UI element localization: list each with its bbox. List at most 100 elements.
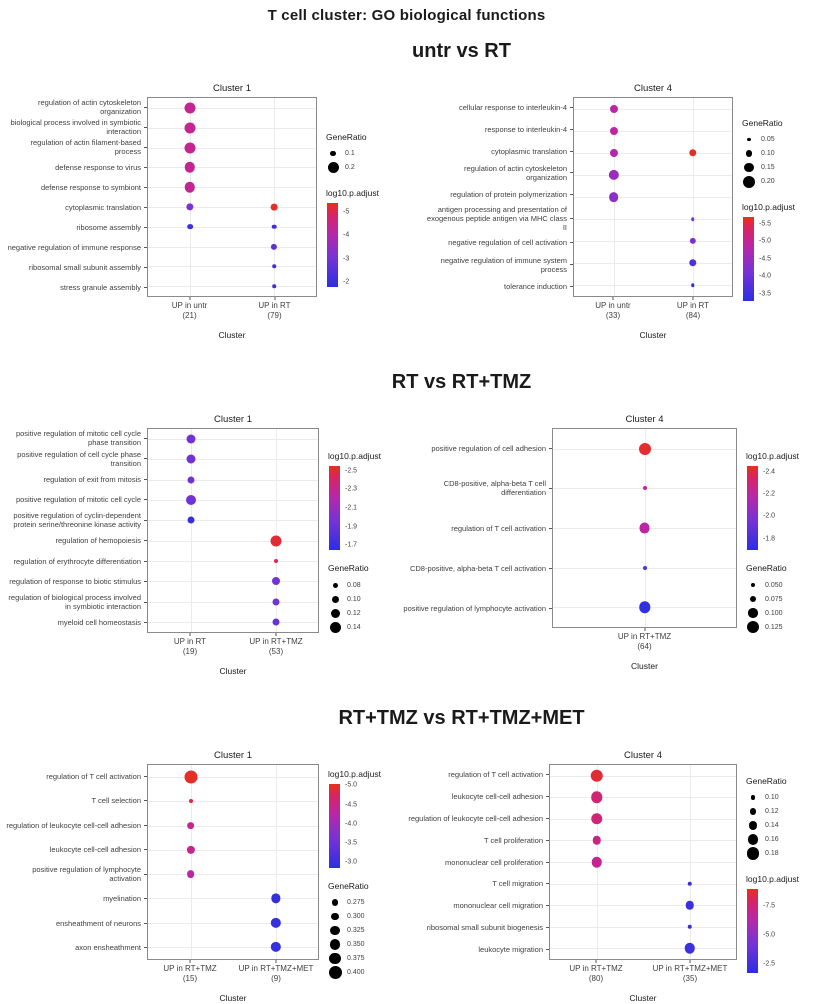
data-point <box>272 284 276 288</box>
y-axis-tick <box>570 285 573 287</box>
data-point <box>187 223 193 230</box>
size-legend: GeneRatio 0.050 0.075 0.100 0.125 <box>746 563 813 634</box>
size-legend-swatch <box>328 966 342 979</box>
size-legend-entry: 0.08 <box>328 578 397 592</box>
y-axis-label: negative regulation of immune response <box>2 237 147 257</box>
y-axis-label: cytoplasmic translation <box>2 197 147 217</box>
size-legend-value: 0.05 <box>761 136 775 143</box>
x-axis-tick <box>189 297 190 300</box>
y-axis-label: mononuclear cell migration <box>397 895 549 917</box>
size-legend-entry: 0.275 <box>328 896 397 910</box>
color-legend-tick: -2.2 <box>763 490 776 498</box>
plot-area <box>549 764 737 960</box>
gridline <box>148 206 316 208</box>
gridline <box>148 946 318 948</box>
dotplot-panel: Cluster 1 regulation of actin cytoskeleto… <box>2 77 395 341</box>
sections-container: untr vs RT Cluster 1 regulation of actin c… <box>0 40 813 1004</box>
y-axis-label: positive regulation of lymphocyte activa… <box>2 862 147 887</box>
color-legend-tick: -5.5 <box>759 220 772 227</box>
y-axis-tick <box>144 437 147 439</box>
y-axis-label: regulation of actin cytoskeleton organiz… <box>2 97 147 117</box>
y-axis-tick <box>144 478 147 480</box>
size-legend-dot <box>330 150 336 157</box>
x-axis-tick <box>275 633 277 636</box>
size-legend-value: 0.125 <box>765 623 783 631</box>
y-axis-tick <box>144 922 147 924</box>
size-legend-entry: 0.100 <box>746 606 813 620</box>
y-axis-tick <box>144 898 147 900</box>
data-point <box>184 122 196 134</box>
gridline <box>574 197 732 198</box>
y-axis-tick <box>546 905 549 907</box>
y-axis-label: regulation of actin cytoskeleton organiz… <box>418 162 573 184</box>
gridline <box>190 765 192 959</box>
gridline <box>148 167 316 169</box>
data-point <box>688 149 697 157</box>
y-axis-tick <box>144 581 147 583</box>
gridline <box>550 926 736 928</box>
color-legend-tick: -7.5 <box>763 902 776 910</box>
gridline <box>148 127 316 129</box>
x-axis-tick <box>189 960 191 963</box>
size-legend-entry: 0.2 <box>326 161 395 175</box>
size-legend-swatch <box>328 952 342 965</box>
gridline <box>550 797 736 799</box>
y-axis-label-text: regulation of T cell activation <box>46 771 141 781</box>
size-legend-swatch <box>746 821 760 830</box>
y-axis-label-text: myeloid cell homeostasis <box>57 618 141 628</box>
gridline <box>550 840 736 842</box>
y-axis-label: leukocyte cell-cell adhesion <box>2 838 147 863</box>
gridline <box>574 219 732 220</box>
plot-area <box>147 764 319 960</box>
size-legend-entry: 0.10 <box>328 592 397 606</box>
y-axis-label-text: regulation of T cell activation <box>451 523 546 533</box>
gridline <box>550 818 736 820</box>
size-legend-value: 0.10 <box>761 150 775 157</box>
x-axis-tick-label-count: (53) <box>268 647 284 656</box>
data-point <box>186 434 195 444</box>
data-point <box>186 821 195 830</box>
x-axis-tick-label-name: UP in RT+TMZ+MET <box>652 964 728 973</box>
color-legend-tick: -5.0 <box>345 781 358 789</box>
y-axis-label: cytoplasmic translation <box>418 140 573 162</box>
gridline <box>574 241 732 242</box>
color-legend-tick: -2.0 <box>763 512 776 520</box>
gridline <box>148 825 318 827</box>
gridline <box>148 601 318 603</box>
size-legend-swatch <box>746 595 760 603</box>
y-axis-tick <box>144 873 147 875</box>
section-title: untr vs RT <box>412 40 511 62</box>
x-axis-tick-label-name: UP in RT <box>173 637 207 646</box>
gridline <box>148 286 316 288</box>
color-legend-bar-wrap: -5 -4 -3 -2 <box>327 202 395 287</box>
color-legend-title: log10.p.adjust <box>746 451 799 461</box>
y-axis-label-text: mononuclear cell proliferation <box>445 857 543 867</box>
color-legend: log10.p.adjust -2.5 -2.3 -2.1 -1.9 -1.7 <box>328 451 397 550</box>
y-axis-label-text: leukocyte cell-cell adhesion <box>451 792 543 802</box>
size-legend-swatch <box>328 582 342 588</box>
size-legend-dot <box>747 834 759 845</box>
section-title: RT+TMZ vs RT+TMZ+MET <box>338 707 585 729</box>
y-axis-tick <box>144 226 147 228</box>
y-axis-tick <box>144 849 147 851</box>
size-legend-entry: 0.300 <box>328 910 397 924</box>
data-point <box>270 243 278 250</box>
size-legend-swatch <box>328 899 342 906</box>
gridline <box>148 187 316 189</box>
y-axis-label-text: positive regulation of mitotic cell cycl… <box>15 495 141 505</box>
legend: log10.p.adjust -2.5 -2.3 -2.1 -1.9 -1.7 GeneRa… <box>319 451 397 634</box>
panel-title: Cluster 1 <box>213 750 252 761</box>
data-point <box>690 217 695 221</box>
y-axis-label: axon ensheathment <box>2 936 147 961</box>
size-legend-dot <box>330 925 340 935</box>
data-point <box>270 917 281 928</box>
y-axis-tick <box>144 106 147 108</box>
y-axis-label: leukocyte migration <box>397 938 549 960</box>
data-point <box>609 126 618 135</box>
gridline <box>148 107 316 109</box>
color-legend-bar <box>329 783 340 868</box>
y-axis-label: positive regulation of lymphocyte activa… <box>397 588 552 628</box>
y-axis-label-text: T cell proliferation <box>483 835 543 845</box>
size-legend-entry: 0.20 <box>742 175 811 189</box>
gridline <box>275 765 277 959</box>
